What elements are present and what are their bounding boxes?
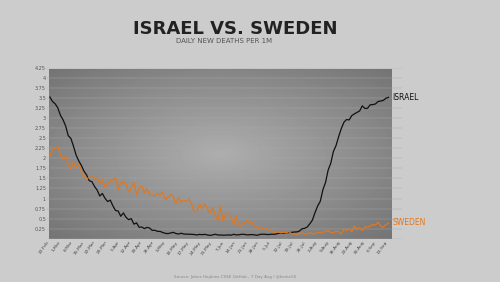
Text: ISRAEL: ISRAEL: [392, 93, 419, 102]
Text: SWEDEN: SWEDEN: [392, 219, 426, 228]
Title: DAILY NEW DEATHS PER 1M: DAILY NEW DEATHS PER 1M: [176, 38, 272, 43]
Text: Source: Johns Hopkins CSSE GitHub - 7 Day Avg / @kentc55: Source: Johns Hopkins CSSE GitHub - 7 Da…: [174, 275, 296, 279]
Text: ISRAEL VS. SWEDEN: ISRAEL VS. SWEDEN: [133, 20, 337, 38]
